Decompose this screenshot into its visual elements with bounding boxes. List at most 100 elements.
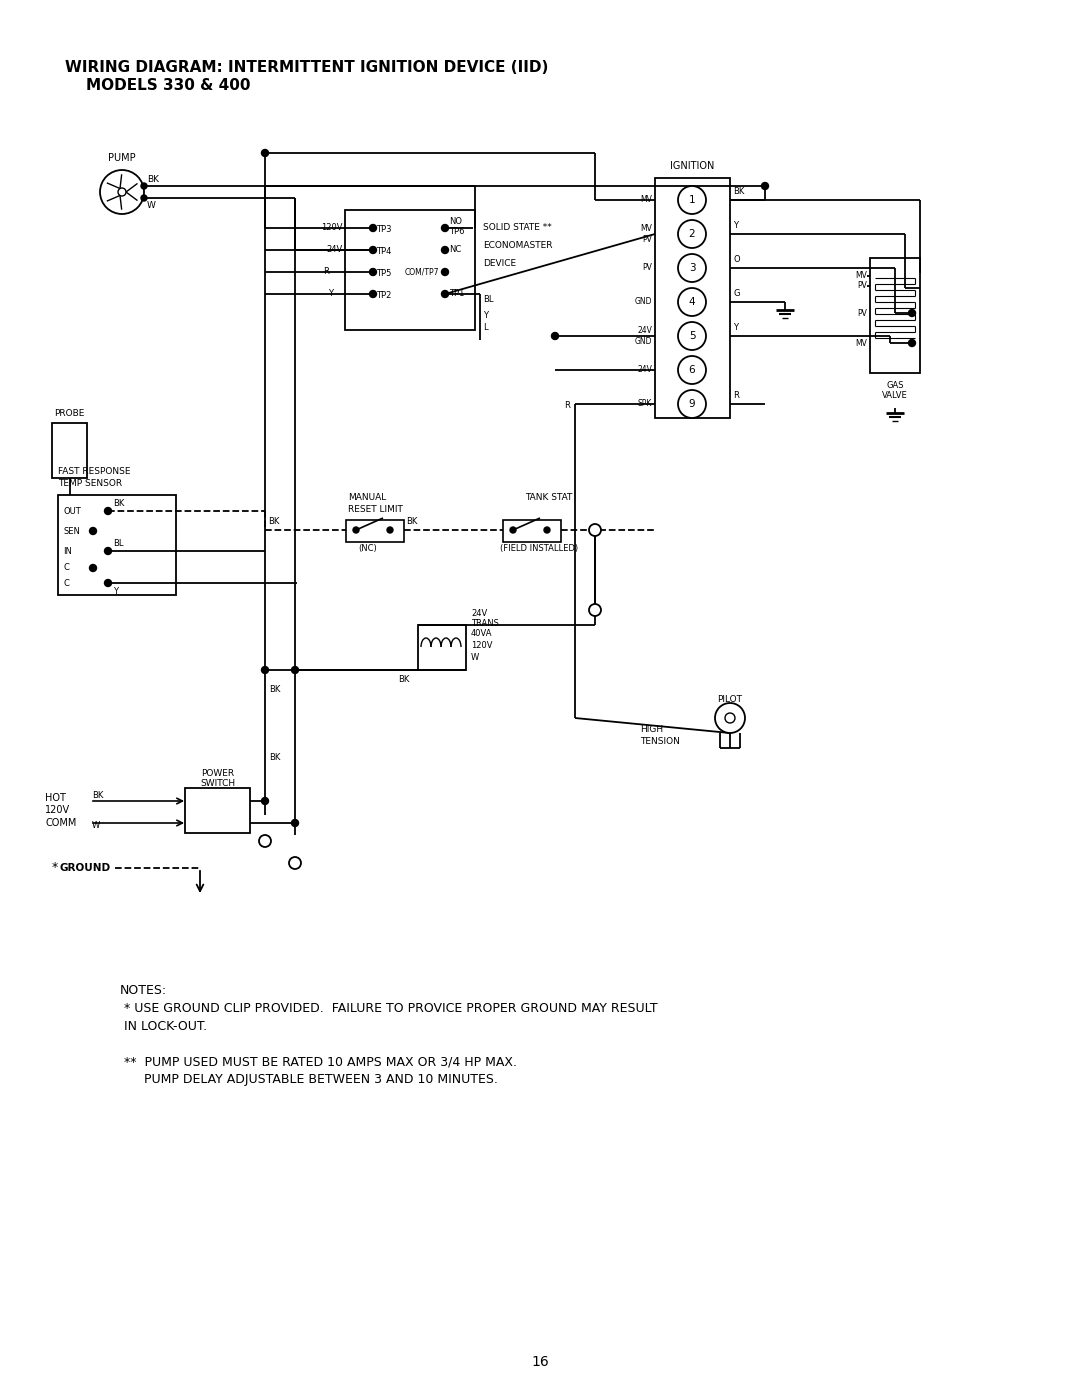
Text: 120V: 120V — [322, 224, 343, 232]
Text: PUMP: PUMP — [108, 154, 136, 163]
Text: 6: 6 — [689, 365, 696, 374]
Text: *: * — [52, 862, 58, 875]
Circle shape — [261, 798, 269, 805]
Text: 24V
GND: 24V GND — [635, 327, 652, 345]
Circle shape — [292, 666, 298, 673]
Text: BK: BK — [268, 517, 280, 527]
Text: (NC): (NC) — [357, 543, 377, 552]
Circle shape — [678, 219, 706, 249]
Text: W: W — [147, 201, 156, 210]
Text: * USE GROUND CLIP PROVIDED.  FAILURE TO PROVICE PROPER GROUND MAY RESULT: * USE GROUND CLIP PROVIDED. FAILURE TO P… — [120, 1002, 658, 1014]
Text: DEVICE: DEVICE — [483, 260, 516, 268]
Text: HIGH: HIGH — [640, 725, 663, 735]
Text: TP1: TP1 — [449, 289, 464, 299]
Circle shape — [761, 183, 769, 190]
Circle shape — [141, 183, 147, 189]
Text: MV: MV — [855, 338, 867, 348]
Circle shape — [387, 527, 393, 534]
Circle shape — [100, 170, 144, 214]
Text: L: L — [483, 324, 488, 332]
Text: MV
PV: MV PV — [640, 225, 652, 243]
Circle shape — [289, 856, 301, 869]
Circle shape — [442, 268, 448, 275]
Text: O: O — [733, 256, 740, 264]
Text: MANUAL: MANUAL — [348, 493, 387, 503]
Text: Y: Y — [733, 222, 738, 231]
Circle shape — [90, 564, 96, 571]
Circle shape — [369, 246, 377, 253]
Text: **  PUMP USED MUST BE RATED 10 AMPS MAX OR 3/4 HP MAX.: ** PUMP USED MUST BE RATED 10 AMPS MAX O… — [120, 1056, 517, 1069]
Circle shape — [678, 288, 706, 316]
Circle shape — [105, 507, 111, 514]
Text: NO: NO — [449, 217, 462, 225]
Text: R: R — [323, 267, 329, 277]
Text: G: G — [733, 289, 740, 299]
Text: 3: 3 — [689, 263, 696, 272]
Circle shape — [510, 527, 516, 534]
Circle shape — [589, 524, 600, 536]
Text: W: W — [92, 821, 100, 830]
Text: GND: GND — [635, 298, 652, 306]
Text: PUMP DELAY ADJUSTABLE BETWEEN 3 AND 10 MINUTES.: PUMP DELAY ADJUSTABLE BETWEEN 3 AND 10 M… — [120, 1073, 498, 1087]
Circle shape — [908, 339, 916, 346]
Text: COMM: COMM — [45, 819, 77, 828]
Text: NOTES:: NOTES: — [120, 983, 167, 996]
Text: 24V: 24V — [327, 246, 343, 254]
Text: W: W — [471, 652, 480, 662]
Circle shape — [442, 246, 448, 253]
Circle shape — [259, 835, 271, 847]
Circle shape — [678, 390, 706, 418]
Text: R: R — [564, 401, 570, 411]
Text: 24V: 24V — [471, 609, 487, 617]
Bar — [52, 423, 87, 478]
Text: TANK STAT: TANK STAT — [525, 493, 572, 503]
Text: PV: PV — [858, 282, 867, 291]
Circle shape — [908, 310, 916, 317]
Text: MODELS 330 & 400: MODELS 330 & 400 — [65, 78, 251, 94]
Text: TP4: TP4 — [376, 246, 391, 256]
Text: PV: PV — [858, 309, 867, 317]
Text: BK: BK — [406, 517, 417, 527]
Circle shape — [589, 604, 600, 616]
Text: BK: BK — [399, 676, 409, 685]
Circle shape — [353, 527, 359, 534]
Text: TP3: TP3 — [376, 225, 391, 233]
Bar — [346, 520, 404, 542]
Text: ECONOMASTER: ECONOMASTER — [483, 242, 553, 250]
Text: TP5: TP5 — [376, 268, 391, 278]
Text: R: R — [733, 391, 739, 401]
Text: SPK: SPK — [637, 400, 652, 408]
Text: BL: BL — [483, 296, 494, 305]
Text: HOT: HOT — [45, 793, 66, 803]
Text: RESET LIMIT: RESET LIMIT — [348, 504, 403, 514]
Bar — [418, 624, 465, 671]
Circle shape — [678, 356, 706, 384]
Text: (FIELD INSTALLED): (FIELD INSTALLED) — [500, 543, 578, 552]
Text: PILOT: PILOT — [717, 696, 743, 704]
Text: Y: Y — [328, 289, 333, 299]
Text: VALVE: VALVE — [882, 391, 908, 400]
Text: BK: BK — [733, 187, 744, 197]
Circle shape — [678, 254, 706, 282]
Circle shape — [261, 666, 269, 673]
Circle shape — [442, 291, 448, 298]
Text: 4: 4 — [689, 298, 696, 307]
Text: 120V: 120V — [45, 805, 70, 814]
Bar — [503, 520, 561, 542]
Circle shape — [715, 703, 745, 733]
Text: Y: Y — [483, 310, 488, 320]
Bar — [345, 210, 475, 330]
Text: TENSION: TENSION — [640, 738, 680, 746]
Text: 2: 2 — [689, 229, 696, 239]
Text: OUT: OUT — [63, 507, 81, 515]
Circle shape — [442, 225, 448, 232]
Text: SOLID STATE **: SOLID STATE ** — [483, 224, 552, 232]
Text: COM/TP7: COM/TP7 — [405, 267, 440, 277]
Text: TP6: TP6 — [449, 228, 464, 236]
Text: BL: BL — [113, 539, 123, 549]
Text: TP2: TP2 — [376, 291, 391, 299]
Bar — [185, 788, 249, 833]
Text: 40VA: 40VA — [471, 629, 492, 637]
Text: WIRING DIAGRAM: INTERMITTENT IGNITION DEVICE (IID): WIRING DIAGRAM: INTERMITTENT IGNITION DE… — [65, 60, 549, 75]
Text: IN LOCK-OUT.: IN LOCK-OUT. — [120, 1020, 207, 1032]
